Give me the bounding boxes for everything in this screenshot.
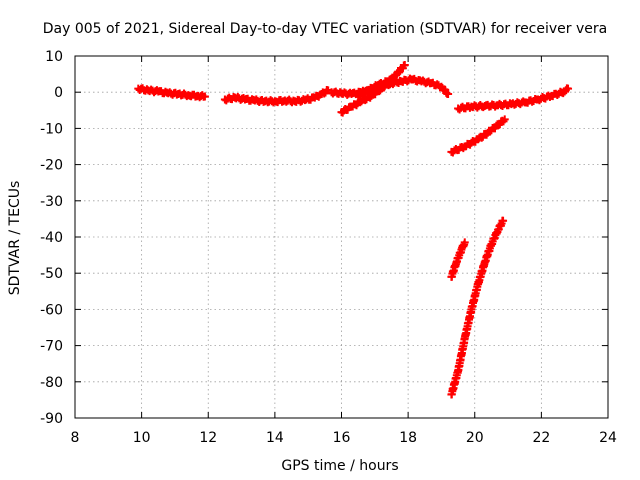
axis-ticks: 8 10 12 14 16 18 20 22 24 10 0 -10 -20 -30 -40 -50 -60 -7… bbox=[40, 49, 617, 446]
data-series-5 bbox=[354, 75, 399, 101]
data-point-trail bbox=[447, 240, 469, 281]
y-tick-label: -60 bbox=[40, 302, 63, 318]
y-tick-label: 0 bbox=[54, 85, 63, 101]
y-tick-label: 10 bbox=[45, 49, 63, 65]
x-axis-label: GPS time / hours bbox=[281, 458, 398, 474]
x-tick-label: 14 bbox=[266, 430, 284, 446]
y-tick-label: -50 bbox=[40, 266, 63, 282]
data-series-8 bbox=[447, 238, 469, 281]
data-series bbox=[134, 61, 573, 399]
grid bbox=[75, 56, 608, 418]
x-tick-label: 24 bbox=[599, 430, 617, 446]
data-point-trail bbox=[222, 86, 331, 107]
y-tick-label: -70 bbox=[40, 339, 63, 355]
x-tick-label: 20 bbox=[466, 430, 484, 446]
data-point-trail bbox=[355, 75, 398, 101]
x-tick-label: 8 bbox=[71, 430, 80, 446]
x-tick-label: 18 bbox=[399, 430, 417, 446]
y-tick-label: -80 bbox=[40, 375, 63, 391]
y-tick-label: -90 bbox=[40, 411, 63, 427]
y-axis-label: SDTVAR / TECUs bbox=[7, 181, 23, 296]
x-tick-label: 22 bbox=[532, 430, 550, 446]
data-series-6 bbox=[454, 84, 573, 114]
data-point-trail bbox=[455, 84, 571, 114]
data-point-trail bbox=[447, 216, 507, 399]
y-tick-label: -30 bbox=[40, 194, 63, 210]
data-point-trail bbox=[448, 116, 508, 157]
chart-title: Day 005 of 2021, Sidereal Day-to-day VTE… bbox=[43, 21, 607, 37]
x-tick-label: 12 bbox=[199, 430, 217, 446]
y-tick-label: -10 bbox=[40, 121, 63, 137]
y-tick-label: -20 bbox=[40, 158, 63, 174]
data-series-9 bbox=[447, 216, 508, 399]
data-series-1 bbox=[134, 84, 209, 102]
data-series-7 bbox=[447, 115, 509, 157]
x-tick-label: 16 bbox=[333, 430, 351, 446]
y-tick-label: -40 bbox=[40, 230, 63, 246]
x-tick-label: 10 bbox=[133, 430, 151, 446]
data-point-trail bbox=[135, 84, 208, 102]
